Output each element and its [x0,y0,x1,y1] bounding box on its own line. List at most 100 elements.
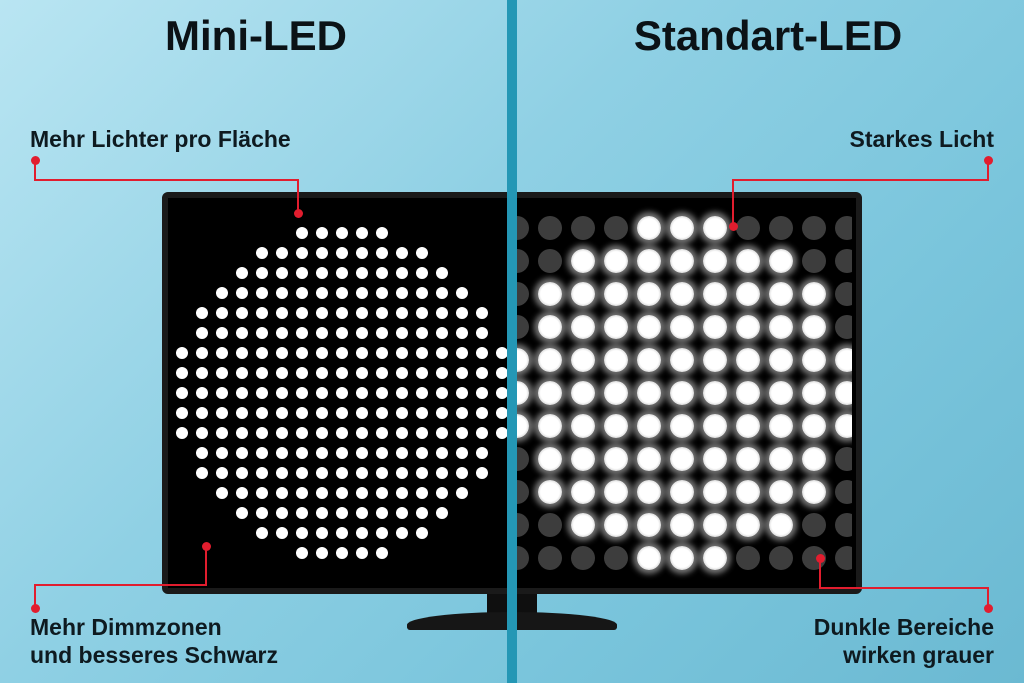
led-on-icon [276,487,288,499]
led-on-icon [216,427,228,439]
led-on-icon [296,547,308,559]
led-on-icon [376,247,388,259]
led-on-icon [571,480,595,504]
led-on-icon [316,367,328,379]
led-on-icon [356,367,368,379]
led-off-icon [216,267,228,279]
led-on-icon [703,216,727,240]
led-on-icon [571,513,595,537]
led-on-icon [336,387,348,399]
led-on-icon [416,307,428,319]
led-on-icon [296,447,308,459]
led-on-icon [356,427,368,439]
led-on-icon [256,307,268,319]
led-on-icon [538,315,562,339]
led-off-icon [802,216,826,240]
led-on-icon [456,367,468,379]
led-on-icon [604,381,628,405]
led-on-icon [456,287,468,299]
led-on-icon [276,407,288,419]
led-on-icon [396,387,408,399]
led-on-icon [637,414,661,438]
led-on-icon [196,447,208,459]
led-off-icon [835,546,852,570]
led-on-icon [769,348,793,372]
led-on-icon [376,487,388,499]
led-off-icon [176,547,188,559]
led-on-icon [802,480,826,504]
led-on-icon [670,414,694,438]
led-on-icon [416,287,428,299]
standard-led-panel [512,202,852,584]
led-on-icon [604,315,628,339]
led-on-icon [769,480,793,504]
led-on-icon [637,282,661,306]
led-on-icon [256,347,268,359]
led-off-icon [835,447,852,471]
led-on-icon [316,407,328,419]
led-off-icon [835,513,852,537]
led-on-icon [802,348,826,372]
heading-mini-led: Mini-LED [0,12,512,60]
led-on-icon [396,327,408,339]
led-on-icon [276,347,288,359]
led-on-icon [396,527,408,539]
led-off-icon [456,547,468,559]
led-on-icon [336,247,348,259]
led-off-icon [196,267,208,279]
led-on-icon [296,347,308,359]
led-on-icon [835,348,852,372]
led-off-icon [176,327,188,339]
led-on-icon [416,367,428,379]
led-off-icon [604,546,628,570]
led-off-icon [176,527,188,539]
caption-bottom-right-line2: wirken grauer [843,642,994,668]
led-on-icon [296,487,308,499]
led-on-icon [416,467,428,479]
led-on-icon [396,427,408,439]
led-on-icon [416,487,428,499]
led-on-icon [256,407,268,419]
led-on-icon [703,513,727,537]
led-on-icon [436,307,448,319]
led-off-icon [176,247,188,259]
led-on-icon [256,287,268,299]
led-on-icon [396,287,408,299]
led-off-icon [196,247,208,259]
led-on-icon [637,546,661,570]
led-on-icon [336,467,348,479]
led-off-icon [276,547,288,559]
led-off-icon [396,547,408,559]
led-off-icon [236,247,248,259]
led-on-icon [276,367,288,379]
led-on-icon [256,367,268,379]
led-on-icon [416,327,428,339]
led-on-icon [316,527,328,539]
led-off-icon [736,546,760,570]
leader-dot-icon [984,156,993,165]
led-off-icon [216,247,228,259]
led-off-icon [176,447,188,459]
led-on-icon [376,507,388,519]
led-on-icon [256,467,268,479]
led-on-icon [670,480,694,504]
led-on-icon [703,447,727,471]
led-on-icon [456,307,468,319]
led-on-icon [316,307,328,319]
led-on-icon [196,307,208,319]
led-off-icon [216,547,228,559]
led-on-icon [336,427,348,439]
led-on-icon [316,287,328,299]
caption-bottom-right-line1: Dunkle Bereiche [814,614,994,640]
led-on-icon [436,387,448,399]
led-on-icon [196,367,208,379]
led-on-icon [236,347,248,359]
led-off-icon [571,216,595,240]
led-on-icon [604,447,628,471]
led-off-icon [476,287,488,299]
led-on-icon [538,414,562,438]
led-on-icon [736,315,760,339]
led-off-icon [256,227,268,239]
led-on-icon [376,307,388,319]
led-off-icon [476,547,488,559]
